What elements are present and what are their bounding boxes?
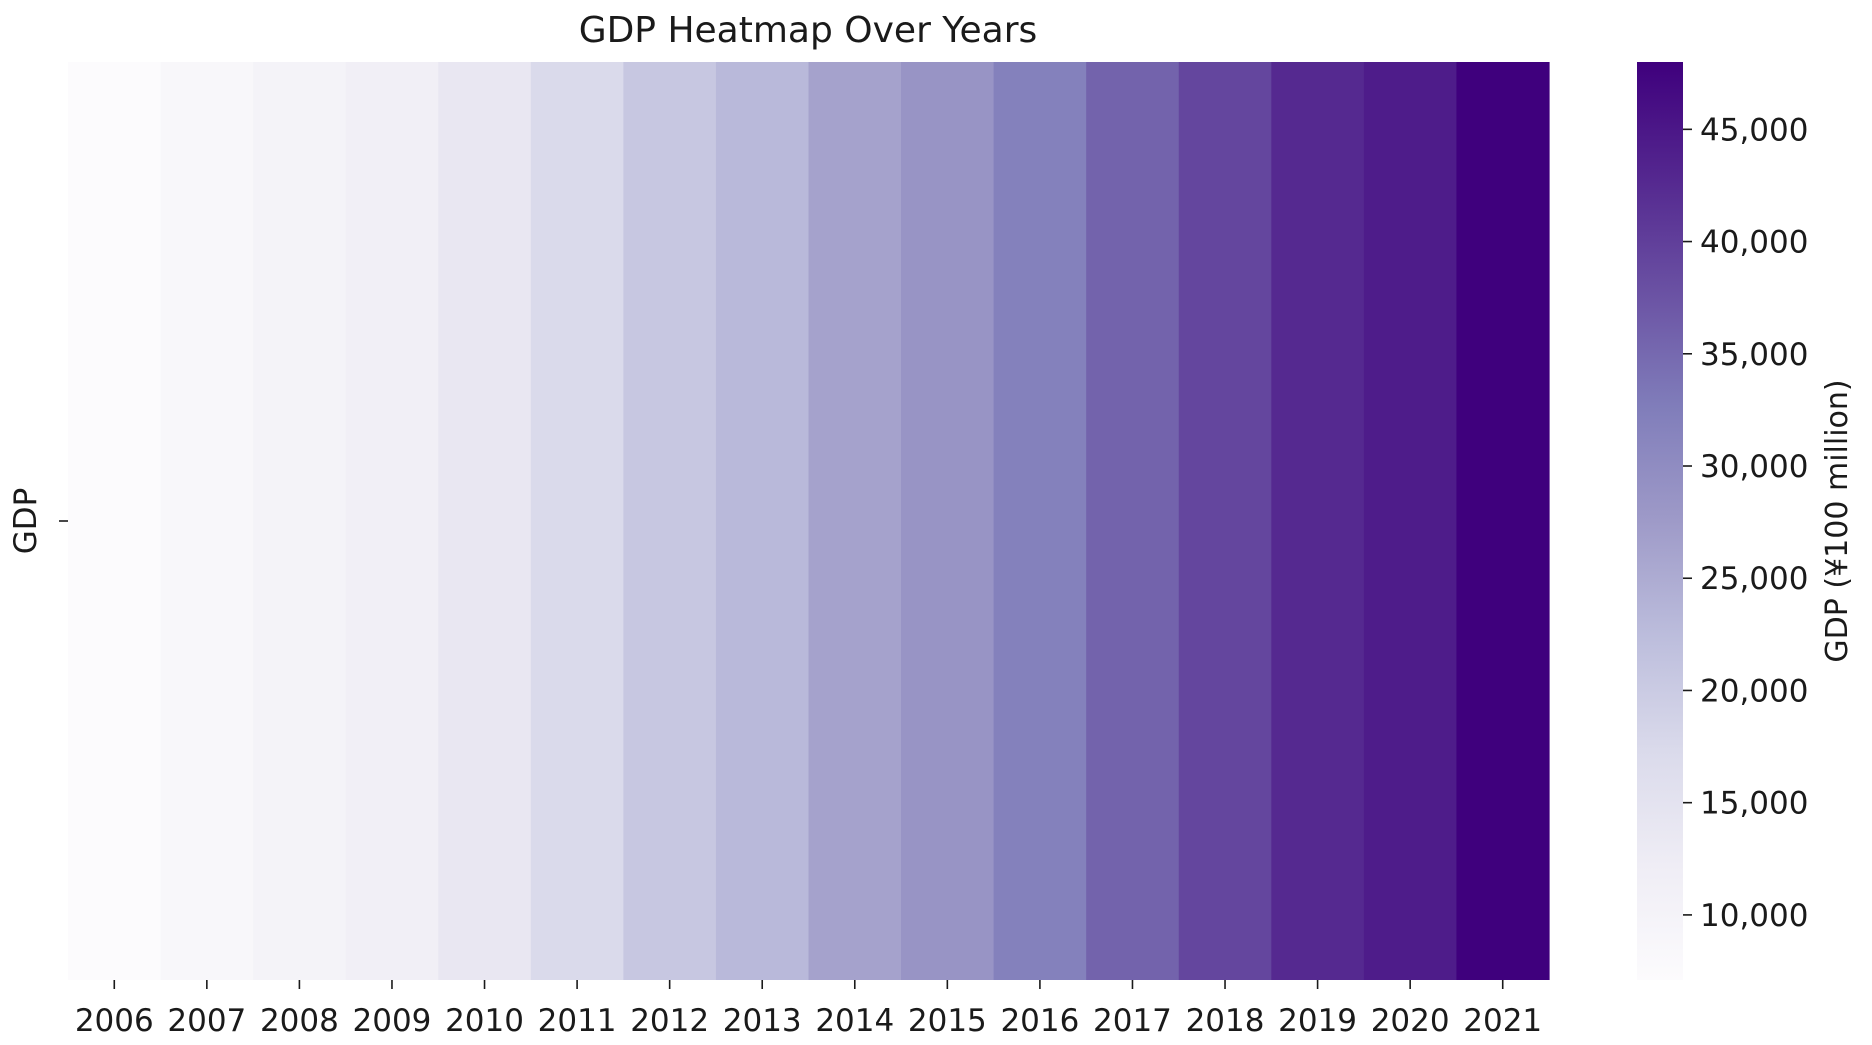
heatmap-cell-2011 [530, 62, 624, 980]
x-axis: 2006 2007 2008 2009 2010 2011 2012 2013 2014 2015… [75, 980, 1542, 1039]
colorbar [1637, 62, 1683, 980]
heatmap-cell-2016 [993, 62, 1087, 980]
y-tick-label: GDP [8, 488, 44, 555]
x-tick-label: 2006 [75, 1003, 154, 1039]
colorbar-tick-label: 30,000 [1700, 449, 1808, 485]
heatmap-cell-2017 [1086, 62, 1180, 980]
x-tick-label: 2016 [1000, 1003, 1079, 1039]
heatmap-cell-2013 [715, 62, 810, 980]
x-tick-label: 2021 [1463, 1003, 1542, 1039]
colorbar-tick-label: 20,000 [1700, 673, 1808, 709]
heatmap-cell-2009 [345, 62, 439, 980]
colorbar-tick-label: 25,000 [1700, 561, 1808, 597]
y-axis: GDP [8, 488, 68, 555]
colorbar-tick-label: 35,000 [1700, 337, 1808, 373]
x-tick-label: 2019 [1278, 1003, 1357, 1039]
heatmap-cell-2014 [808, 62, 902, 980]
colorbar-ticks: 10,000 15,000 20,000 25,000 30,000 35,000 40,0… [1683, 112, 1808, 934]
heatmap-cell-2020 [1363, 62, 1458, 980]
x-tick-label: 2011 [538, 1003, 617, 1039]
heatmap-cell-2007 [160, 62, 254, 980]
colorbar-tick-label: 15,000 [1700, 786, 1808, 822]
heatmap-cell-2012 [623, 62, 717, 980]
heatmap-cells [68, 62, 1550, 980]
heatmap-cell-2010 [438, 62, 532, 980]
x-tick-label: 2008 [260, 1003, 339, 1039]
x-tick-label: 2009 [353, 1003, 432, 1039]
heatmap-cell-2019 [1271, 62, 1365, 980]
x-tick-label: 2018 [1186, 1003, 1265, 1039]
x-tick-label: 2010 [445, 1003, 524, 1039]
x-tick-label: 2017 [1093, 1003, 1172, 1039]
chart-title: GDP Heatmap Over Years [579, 10, 1038, 51]
heatmap-cell-2006 [68, 62, 162, 980]
colorbar-label: GDP (¥100 million) [1820, 379, 1855, 662]
x-tick-label: 2015 [908, 1003, 987, 1039]
colorbar-tick-label: 10,000 [1700, 898, 1808, 934]
x-tick-label: 2014 [815, 1003, 894, 1039]
x-tick-label: 2007 [167, 1003, 246, 1039]
heatmap-cell-2021 [1456, 62, 1550, 980]
heatmap-cell-2018 [1178, 62, 1272, 980]
heatmap-cell-2015 [901, 62, 995, 980]
heatmap-cell-2008 [253, 62, 347, 980]
x-tick-label: 2012 [630, 1003, 709, 1039]
colorbar-tick-label: 40,000 [1700, 225, 1808, 261]
x-tick-label: 2013 [723, 1003, 802, 1039]
colorbar-tick-label: 45,000 [1700, 112, 1808, 148]
x-tick-label: 2020 [1371, 1003, 1450, 1039]
